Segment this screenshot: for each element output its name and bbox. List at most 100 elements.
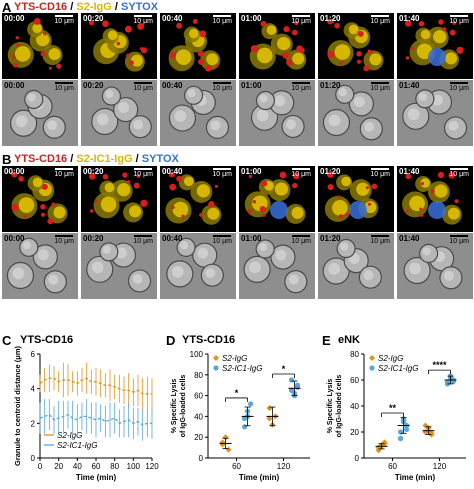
scale-bar: 10 μm bbox=[291, 82, 311, 92]
significance-label: * bbox=[235, 388, 239, 398]
scale-bar: 10 μm bbox=[449, 82, 469, 92]
x-tick-label: 0 bbox=[38, 462, 43, 471]
scale-bar: 10 μm bbox=[212, 82, 232, 92]
scale-bar: 10 μm bbox=[133, 82, 153, 92]
legend-entry: S2-IgG bbox=[222, 354, 247, 363]
panel-d-letter: D bbox=[166, 333, 176, 348]
legend-entry: S2-IgG bbox=[378, 354, 403, 363]
data-point bbox=[266, 415, 273, 422]
scale-bar: 10 μm bbox=[54, 82, 74, 92]
fluorescence-image-tile: 00:00 10 μm bbox=[2, 13, 78, 79]
y-tick-label: 60 bbox=[350, 376, 359, 385]
data-point bbox=[294, 384, 301, 390]
y-axis-label: Granule to centroid distance (μm) bbox=[13, 346, 22, 466]
chart-d: 0 20 40 60 80 100 60 120 Time (min) % Specific Ly… bbox=[171, 350, 310, 482]
fluorescence-image-tile: 01:20 10 μm bbox=[318, 166, 394, 232]
x-tick-label: 120 bbox=[145, 462, 159, 471]
y-tick-label: 100 bbox=[190, 350, 204, 359]
brightfield-image-tile: 01:20 10 μm bbox=[318, 233, 394, 299]
significance-label: ** bbox=[389, 403, 397, 413]
scale-bar: 10 μm bbox=[54, 15, 74, 25]
scale-bar: 10 μm bbox=[449, 15, 469, 25]
y-tick-label: 60 bbox=[194, 392, 203, 401]
panel-c-title: YTS-CD16 bbox=[20, 334, 74, 346]
scale-bar: 10 μm bbox=[133, 235, 153, 245]
brightfield-micrograph bbox=[81, 233, 157, 299]
timestamp-label: 01:20 bbox=[320, 14, 341, 23]
brightfield-image-tile: 00:00 10 μm bbox=[2, 80, 78, 146]
fluorescence-image-tile: 01:00 10 μm bbox=[239, 166, 315, 232]
y-tick-label: 0 bbox=[31, 454, 36, 463]
scale-bar-label: 10 μm bbox=[54, 18, 74, 25]
scale-bar-label: 10 μm bbox=[54, 171, 74, 178]
timestamp-label: 00:40 bbox=[162, 234, 183, 243]
fluorescence-micrograph bbox=[2, 166, 78, 232]
timestamp-label: 01:20 bbox=[320, 81, 341, 90]
brightfield-micrograph bbox=[397, 233, 473, 299]
scale-bar-label: 10 μm bbox=[370, 238, 390, 245]
y-axis-label: % Specific Lysis bbox=[327, 379, 334, 434]
data-point bbox=[450, 378, 457, 384]
scale-bar: 10 μm bbox=[449, 168, 469, 178]
timestamp-label: 01:40 bbox=[399, 167, 420, 176]
brightfield-micrograph bbox=[239, 80, 315, 146]
fluorescence-micrograph bbox=[239, 13, 315, 79]
brightfield-micrograph bbox=[2, 80, 78, 146]
scale-bar: 10 μm bbox=[54, 235, 74, 245]
fluorescence-image-tile: 00:20 10 μm bbox=[81, 166, 157, 232]
fluorescence-micrograph bbox=[81, 166, 157, 232]
data-point bbox=[397, 435, 404, 442]
data-point bbox=[247, 401, 254, 407]
scale-bar-label: 10 μm bbox=[54, 85, 74, 92]
scale-bar-label: 10 μm bbox=[212, 238, 232, 245]
significance-label: **** bbox=[432, 360, 447, 370]
y-tick-label: 4 bbox=[31, 385, 36, 394]
x-tick-label: 20 bbox=[54, 462, 63, 471]
timestamp-label: 01:40 bbox=[399, 234, 420, 243]
y-tick-label: 2 bbox=[31, 419, 36, 428]
x-tick-label: 100 bbox=[127, 462, 141, 471]
scale-bar-label: 10 μm bbox=[449, 18, 469, 25]
scale-bar-label: 10 μm bbox=[449, 171, 469, 178]
scale-bar: 10 μm bbox=[54, 168, 74, 178]
panel-c-letter: C bbox=[2, 333, 12, 348]
brightfield-image-tile: 01:00 10 μm bbox=[239, 80, 315, 146]
legend-entry: S2-IC1-IgG bbox=[378, 364, 418, 373]
brightfield-image-tile: 00:00 10 μm bbox=[2, 233, 78, 299]
data-point bbox=[266, 405, 273, 412]
y-axis-label: of IgG-loaded cells bbox=[180, 375, 187, 438]
panel-a-title-cd16: YTS-CD16 bbox=[14, 1, 68, 13]
panel-a-title-igg: S2-IgG bbox=[76, 1, 112, 13]
legend-swatch bbox=[213, 355, 219, 361]
scale-bar: 10 μm bbox=[291, 15, 311, 25]
timestamp-label: 00:00 bbox=[4, 14, 25, 23]
x-axis-label: Time (min) bbox=[395, 473, 436, 482]
scale-bar-label: 10 μm bbox=[291, 238, 311, 245]
legend-swatch bbox=[369, 355, 375, 361]
x-tick-label: 60 bbox=[92, 462, 101, 471]
data-point bbox=[397, 429, 404, 435]
legend-swatch bbox=[213, 365, 219, 371]
timestamp-label: 00:40 bbox=[162, 14, 183, 23]
fluorescence-micrograph bbox=[397, 13, 473, 79]
scale-bar: 10 μm bbox=[370, 82, 390, 92]
data-point bbox=[225, 446, 232, 453]
legend-swatch bbox=[369, 365, 375, 371]
brightfield-micrograph bbox=[318, 80, 394, 146]
brightfield-micrograph bbox=[239, 233, 315, 299]
timestamp-label: 01:00 bbox=[241, 14, 262, 23]
scale-bar-label: 10 μm bbox=[291, 18, 311, 25]
y-tick-label: 0 bbox=[355, 454, 360, 463]
y-tick-label: 0 bbox=[199, 454, 204, 463]
fluorescence-image-tile: 01:20 10 μm bbox=[318, 13, 394, 79]
y-tick-label: 40 bbox=[194, 412, 203, 421]
fluorescence-image-tile: 00:40 10 μm bbox=[160, 166, 236, 232]
series-line-0 bbox=[39, 377, 152, 395]
scale-bar: 10 μm bbox=[449, 235, 469, 245]
x-tick-label: 120 bbox=[433, 462, 447, 471]
scale-bar-label: 10 μm bbox=[449, 85, 469, 92]
x-axis-label: Time (min) bbox=[76, 473, 117, 482]
timestamp-label: 01:40 bbox=[399, 14, 420, 23]
timestamp-label: 01:40 bbox=[399, 81, 420, 90]
scale-bar-label: 10 μm bbox=[133, 171, 153, 178]
